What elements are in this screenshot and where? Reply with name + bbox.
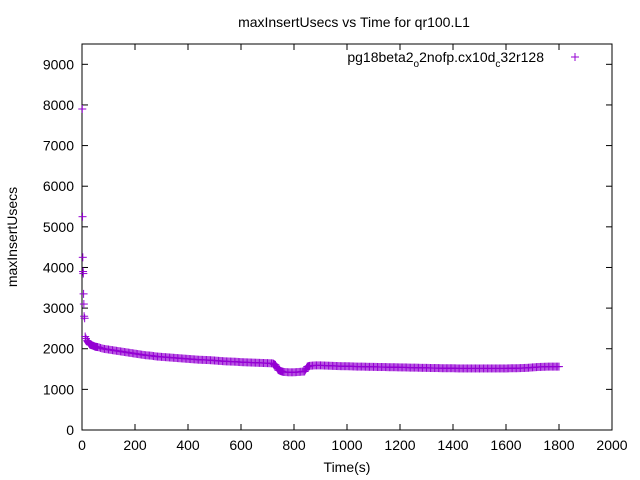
data-point <box>79 289 88 298</box>
data-point <box>93 343 102 352</box>
y-tick-label: 6000 <box>43 178 74 194</box>
y-tick-label: 2000 <box>43 341 74 357</box>
y-tick-label: 5000 <box>43 219 74 235</box>
x-tick-label: 600 <box>229 437 253 453</box>
plot-area <box>81 43 613 431</box>
data-point <box>78 212 87 221</box>
x-tick-label: 1600 <box>490 437 521 453</box>
legend-label-part-c: 2nofp.cx10d <box>419 49 495 65</box>
x-tick-label: 2000 <box>596 437 627 453</box>
x-tick-label: 400 <box>176 437 200 453</box>
y-tick-label: 7000 <box>43 138 74 154</box>
data-point <box>79 269 88 278</box>
legend-marker-plus <box>571 53 579 61</box>
legend-label-part-e: 32r128 <box>500 49 544 65</box>
data-point <box>81 332 90 341</box>
x-tick-label: 200 <box>123 437 147 453</box>
legend: pg18beta2o2nofp.cx10dc32r128 <box>347 49 579 70</box>
x-tick-label: 0 <box>78 437 86 453</box>
legend-label-part-a: pg18beta2 <box>347 49 413 65</box>
y-tick-label: 4000 <box>43 259 74 275</box>
x-tick-label: 1200 <box>384 437 415 453</box>
y-axis: 0 1000 2000 3000 4000 5000 6000 7000 8000 9000 <box>43 56 612 438</box>
data-point <box>79 300 88 309</box>
legend-marker <box>571 53 579 61</box>
data-point <box>80 312 89 321</box>
legend-label-sub-d: c <box>495 59 500 70</box>
x-tick-label: 800 <box>282 437 306 453</box>
x-tick-label: 1400 <box>437 437 468 453</box>
y-tick-label: 1000 <box>43 381 74 397</box>
y-tick-label: 9000 <box>43 56 74 72</box>
y-axis-label: maxInsertUsecs <box>4 187 20 287</box>
data-point <box>80 314 89 323</box>
data-point <box>78 253 87 262</box>
data-point <box>553 362 562 371</box>
x-axis: 0 200 400 600 800 1000 1200 1400 1600 1800 2000 <box>78 44 628 453</box>
y-tick-label: 3000 <box>43 300 74 316</box>
legend-label: pg18beta2o2nofp.cx10dc32r128 <box>347 49 544 70</box>
y-tick-label: 8000 <box>43 97 74 113</box>
chart-title: maxInsertUsecs vs Time for qr100.L1 <box>238 14 470 30</box>
plot-frame <box>81 43 613 431</box>
x-axis-label: Time(s) <box>324 459 371 475</box>
y-tick-label: 0 <box>66 422 74 438</box>
x-tick-label: 1000 <box>331 437 362 453</box>
data-point <box>78 105 87 114</box>
series-points <box>78 105 563 377</box>
legend-label-sub-b: o <box>414 59 420 70</box>
x-tick-label: 1800 <box>543 437 574 453</box>
